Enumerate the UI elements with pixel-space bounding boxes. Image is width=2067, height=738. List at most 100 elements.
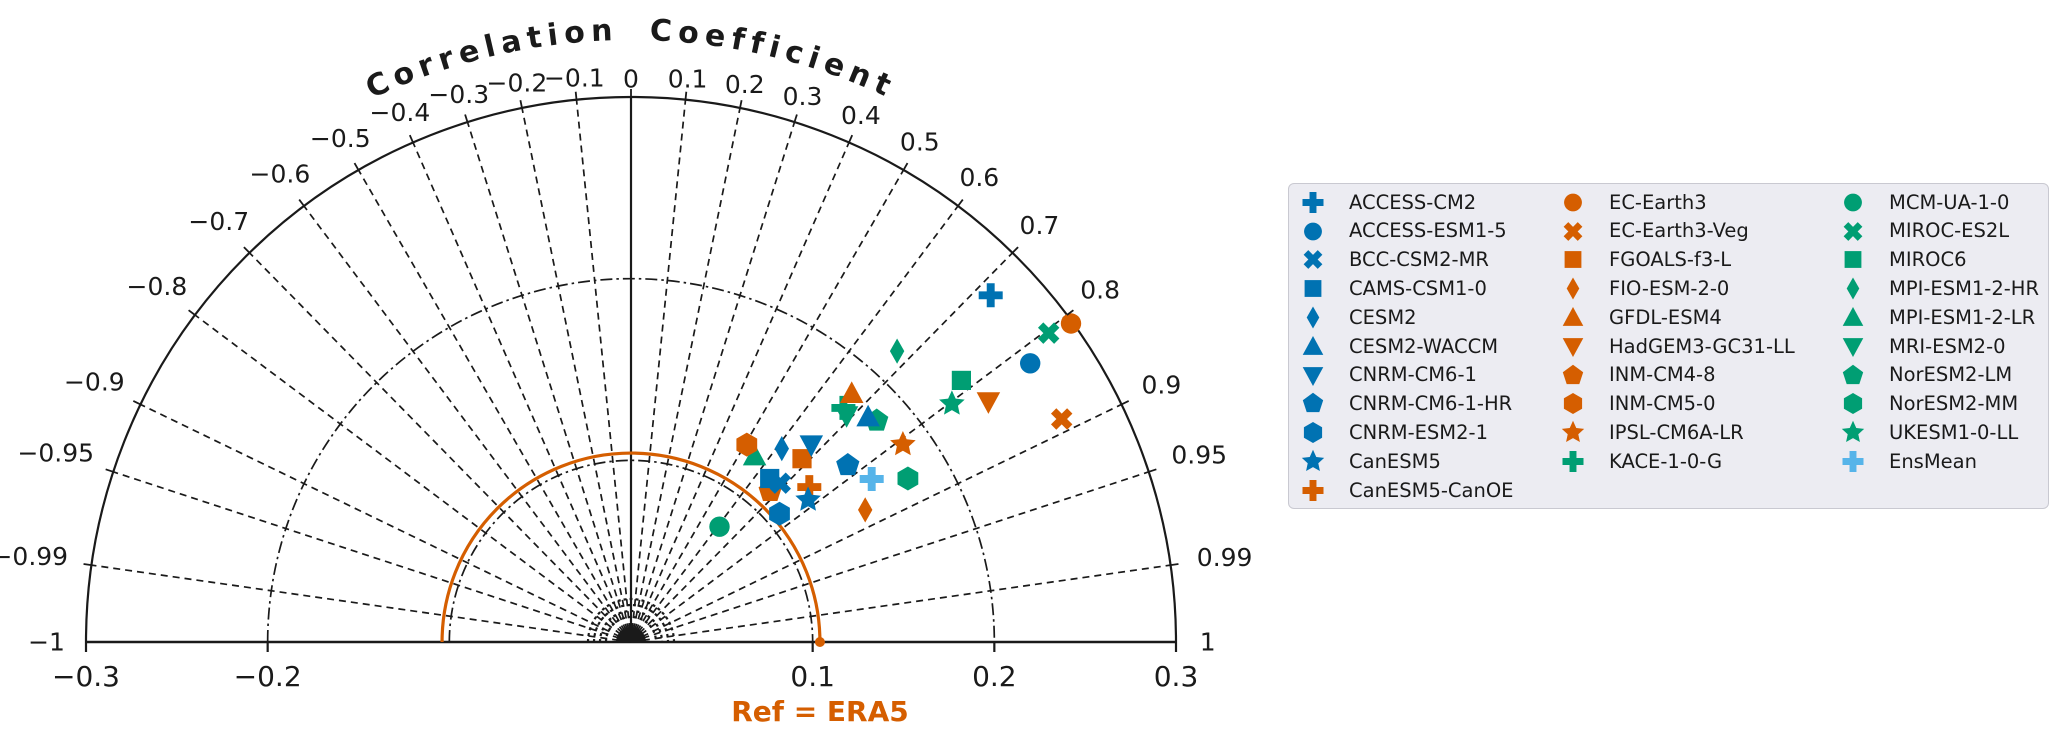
- x-marker-icon: [1050, 408, 1073, 430]
- corr-tick-label: −0.6: [250, 159, 311, 188]
- corr-ray: [630, 314, 1068, 643]
- legend-item-GFDL-ESM4: GFDL-ESM4: [1556, 303, 1795, 332]
- legend-item-FGOALS-f3-L: FGOALS-f3-L: [1556, 246, 1795, 275]
- legend-item-label: IPSL-CM6A-LR: [1609, 421, 1744, 445]
- point-CESM2: [774, 436, 789, 462]
- legend-marker: [1306, 306, 1320, 329]
- corr-tick-label: 0.1: [668, 64, 708, 93]
- hexagon-marker-icon: [736, 432, 758, 457]
- legend-column-3: MCM-UA-1-0 MIROC-ES2L MIROC6 MPI-ESM1-2-HR M…: [1836, 188, 2039, 476]
- corr-tick-label: 0.5: [900, 127, 940, 156]
- corr-tick: [1148, 468, 1157, 473]
- std-grid-arc: [266, 277, 996, 643]
- center-hub-arc: [586, 597, 676, 643]
- legend-item-label: CanESM5: [1349, 449, 1441, 473]
- legend-marker: [1843, 393, 1863, 415]
- corr-tick: [684, 91, 688, 100]
- square-marker-icon: [792, 449, 812, 469]
- point-FIO-ESM-2-0: [858, 497, 873, 523]
- square-marker-icon: [1844, 251, 1862, 269]
- triangle-up-marker-icon: [1842, 307, 1864, 326]
- corr-tick: [574, 91, 578, 100]
- point-MIROC6: [951, 370, 971, 390]
- std-tick-label: 0.2: [972, 660, 1017, 693]
- corr-tick: [1170, 563, 1179, 567]
- corr-ray: [630, 107, 741, 643]
- legend-item-MCM-UA-1-0: MCM-UA-1-0: [1836, 188, 2039, 217]
- corr-tick: [848, 134, 854, 143]
- corr-tick: [1121, 400, 1130, 406]
- point-GFDL-ESM4: [839, 381, 864, 403]
- legend-item-NorESM2-MM: NorESM2-MM: [1836, 390, 2039, 419]
- legend-item-CNRM-CM6-1: CNRM-CM6-1: [1296, 361, 1513, 390]
- legend-item-label: NorESM2-MM: [1889, 392, 2019, 416]
- x-marker-icon: [1303, 250, 1323, 270]
- legend-item-KACE-1-0-G: KACE-1-0-G: [1556, 447, 1795, 476]
- legend-item-ACCESS-ESM1-5: ACCESS-ESM1-5: [1296, 217, 1513, 246]
- legend-item-label: MCM-UA-1-0: [1889, 190, 2010, 214]
- hexagon-marker-icon: [1843, 393, 1863, 415]
- corr-tick-label: −0.95: [17, 438, 94, 467]
- corr-ray: [630, 471, 1150, 643]
- circle-marker-icon: [1019, 353, 1041, 374]
- triangle-up-marker-icon: [1302, 335, 1324, 355]
- corr-tick: [739, 99, 743, 109]
- x-marker-icon: [769, 472, 792, 494]
- std-tick-label: 0.3: [1154, 660, 1199, 693]
- point-CESM2-WACCM: [856, 404, 880, 427]
- ref-label: Ref = ERA5: [731, 695, 909, 728]
- star-marker-icon: [939, 390, 965, 415]
- legend-item-label: CanESM5-CanOE: [1349, 478, 1514, 502]
- corr-ray: [630, 99, 687, 643]
- legend-item-label: NorESM2-LM: [1889, 363, 2013, 387]
- circle-marker-icon: [709, 516, 730, 537]
- legend-marker: [1844, 193, 1862, 212]
- point-CanESM5: [795, 486, 821, 511]
- legend-item-label: EC-Earth3-Veg: [1609, 219, 1749, 243]
- legend-marker: [1564, 193, 1582, 212]
- diamond-marker-icon: [1566, 277, 1580, 300]
- legend-marker: [1846, 277, 1860, 300]
- plus-marker-icon: [797, 475, 822, 500]
- marker-layer: [709, 283, 1082, 537]
- point-IPSL-CM6A-LR: [890, 430, 916, 456]
- legend-item-INM-CM4-8: INM-CM4-8: [1556, 361, 1795, 390]
- legend-item-ACCESS-CM2: ACCESS-CM2: [1296, 188, 1513, 217]
- corr-tick-label: 0.8: [1080, 276, 1120, 305]
- legend-item-label: EnsMean: [1889, 449, 1977, 473]
- legend-column-2: EC-Earth3 EC-Earth3-Veg FGOALS-f3-L FIO-ESM…: [1556, 188, 1795, 476]
- triangle-up-marker-icon: [839, 381, 864, 403]
- legend-marker: [1562, 337, 1584, 357]
- triangle-up-marker-icon: [856, 404, 880, 427]
- legend-item-label: INM-CM4-8: [1609, 363, 1716, 387]
- legend-item-label: FIO-ESM-2-0: [1609, 277, 1730, 301]
- plus-marker-icon: [1302, 479, 1324, 501]
- legend-item-IPSL-CM6A-LR: IPSL-CM6A-LR: [1556, 418, 1795, 447]
- corr-tick-label: 0: [623, 65, 639, 94]
- point-KACE-1-0-G: [831, 395, 856, 420]
- legend-item-BCC-CSM2-MR: BCC-CSM2-MR: [1296, 246, 1513, 275]
- legend-item-label: CNRM-ESM2-1: [1349, 421, 1488, 445]
- legend-marker: [1844, 251, 1862, 269]
- square-marker-icon: [951, 370, 971, 390]
- square-marker-icon: [1304, 280, 1322, 298]
- star-marker-icon: [795, 486, 821, 511]
- legend-marker: [1842, 364, 1864, 384]
- std-tick-label: −0.3: [52, 660, 120, 693]
- corr-tick-label: −0.5: [310, 124, 371, 153]
- triangle-down-marker-icon: [1302, 366, 1324, 386]
- x-marker-icon: [1843, 221, 1863, 241]
- point-MIROC-ES2L: [1037, 322, 1060, 344]
- hexagon-marker-icon: [1563, 393, 1583, 415]
- legend-item-label: INM-CM5-0: [1609, 392, 1716, 416]
- legend-marker: [1302, 393, 1324, 413]
- legend-item-MIROC-ES2L: MIROC-ES2L: [1836, 217, 2039, 246]
- point-CanESM5-CanOE: [797, 475, 822, 500]
- legend-item-UKESM1-0-LL: UKESM1-0-LL: [1836, 418, 2039, 447]
- legend-marker: [1561, 421, 1585, 443]
- corr-ray: [630, 403, 1122, 643]
- legend-item-CanESM5: CanESM5: [1296, 447, 1513, 476]
- legend-item-EC-Earth3-Veg: EC-Earth3-Veg: [1556, 217, 1795, 246]
- corr-ray: [357, 169, 632, 643]
- corr-tick: [957, 199, 964, 207]
